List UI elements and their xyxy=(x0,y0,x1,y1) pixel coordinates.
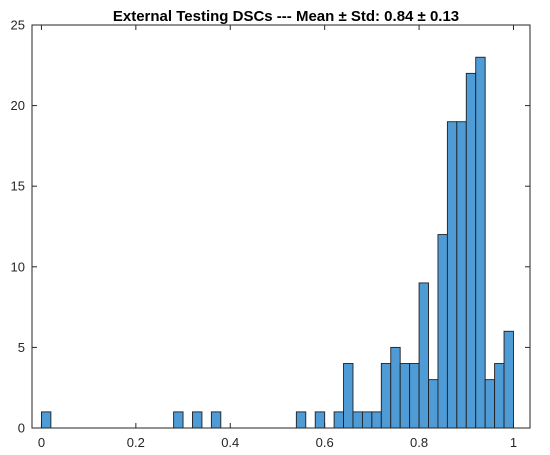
x-tick-label: 0.6 xyxy=(316,435,334,450)
x-tick-label: 0.8 xyxy=(410,435,428,450)
x-axis-ticks: 0 0.2 0.4 0.6 0.8 1 xyxy=(38,25,517,450)
histogram-bar xyxy=(418,282,429,429)
histogram-bar xyxy=(399,363,411,429)
x-tick-label: 1 xyxy=(510,435,517,450)
y-tick-label: 10 xyxy=(11,259,25,274)
histogram-bar xyxy=(343,363,354,429)
x-tick-label: 0.4 xyxy=(221,435,239,450)
histogram-bar xyxy=(173,411,184,429)
histogram-bar xyxy=(409,363,420,429)
histogram-bar xyxy=(456,121,467,429)
histogram-bar xyxy=(40,411,52,429)
y-tick-label: 20 xyxy=(11,98,25,113)
histogram-bar xyxy=(465,72,477,429)
histogram-bar xyxy=(361,411,373,429)
axes-box xyxy=(31,24,531,429)
x-tick-label: 0.2 xyxy=(127,435,145,450)
histogram-bar xyxy=(192,411,203,429)
histogram-bar xyxy=(446,121,458,429)
x-tick-label: 0 xyxy=(38,435,45,450)
histogram-bar xyxy=(371,411,382,429)
histogram-bar xyxy=(380,363,392,429)
histogram-bar xyxy=(210,411,222,429)
y-tick-label: 0 xyxy=(18,421,25,436)
y-tick-label: 5 xyxy=(18,340,25,355)
histogram-bar xyxy=(390,346,401,429)
histogram-bar xyxy=(352,411,363,429)
histogram-bar xyxy=(503,330,514,429)
chart-title: External Testing DSCs --- Mean ± Std: 0.… xyxy=(113,8,459,25)
y-tick-label: 15 xyxy=(11,179,25,194)
histogram-bar xyxy=(494,363,505,429)
histogram-bar xyxy=(428,379,439,429)
y-axis-ticks: 0 5 10 15 20 25 xyxy=(11,18,530,436)
histogram-bar xyxy=(314,411,326,429)
y-tick-label: 25 xyxy=(11,18,25,33)
histogram-bar xyxy=(484,379,496,429)
histogram-bar xyxy=(333,411,344,429)
histogram-bar xyxy=(295,411,307,429)
histogram-bar xyxy=(437,234,448,429)
histogram-bar xyxy=(475,56,486,429)
